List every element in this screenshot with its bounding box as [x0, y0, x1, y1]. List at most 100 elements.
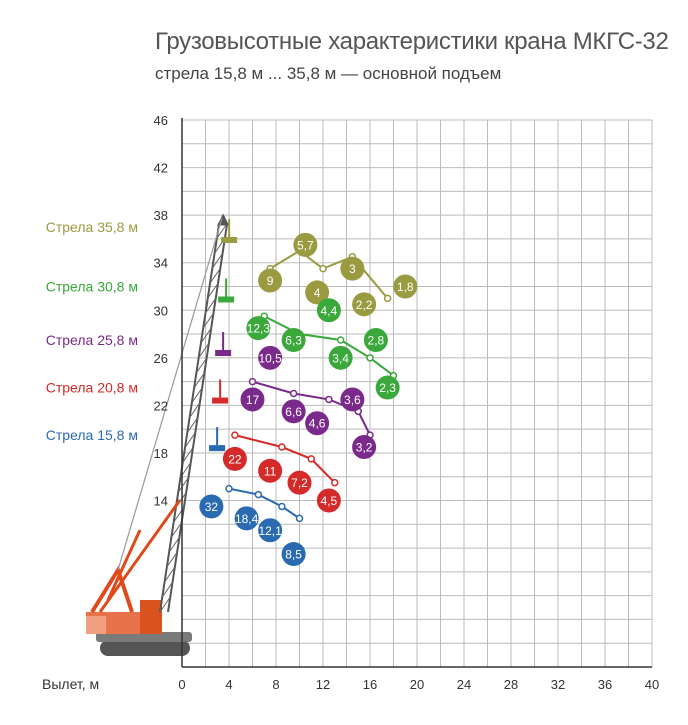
boom-lattice-strut	[198, 342, 210, 359]
crane-hooks	[209, 219, 238, 452]
hook-block	[212, 397, 229, 404]
series-point	[331, 478, 339, 487]
series-name-label: Стрела 35,8 м	[46, 219, 138, 235]
series-point	[278, 502, 286, 511]
series-point	[248, 377, 257, 386]
capacity-bubble	[363, 327, 388, 352]
y-tick-label: 34	[154, 256, 168, 271]
boom-lattice-strut	[177, 477, 189, 493]
crane-illustration	[86, 213, 230, 656]
series-name-label: Стрела 15,8 м	[46, 427, 138, 443]
capacity-bubble	[234, 506, 259, 531]
x-tick-label: 4	[225, 677, 232, 692]
capacity-bubble	[293, 232, 318, 257]
capacity-label: 2,8	[368, 333, 385, 347]
capacity-bubble	[305, 411, 330, 436]
series-point	[336, 336, 345, 344]
x-tick-label: 36	[598, 677, 612, 692]
capacity-label: 3,6	[344, 393, 361, 407]
boom-lattice-strut	[191, 387, 203, 404]
x-tick-label: 20	[410, 677, 424, 692]
capacity-label: 11	[264, 464, 277, 478]
capacity-bubble	[258, 345, 283, 370]
capacity-label: 6,3	[285, 333, 302, 347]
capacity-bubble	[281, 542, 306, 567]
capacity-label: 1,8	[397, 280, 414, 294]
capacity-bubble	[340, 387, 365, 412]
hook-block	[215, 349, 232, 356]
series-point	[231, 431, 239, 439]
series-name-label: Стрела 30,8 м	[46, 278, 138, 294]
hook-block	[209, 445, 226, 452]
series-point	[295, 514, 304, 523]
capacity-label: 4	[314, 286, 321, 300]
chart-title: Грузовысотные характеристики крана МКГС-…	[155, 28, 669, 55]
boom-lattice-strut	[207, 282, 219, 299]
crane-boom	[159, 213, 230, 613]
y-tick-label: 18	[154, 446, 168, 461]
x-axis-label: Вылет, м	[42, 676, 99, 692]
y-tick-label: 42	[154, 161, 168, 176]
boom-lattice-strut	[209, 268, 221, 284]
capacity-label: 3,4	[332, 351, 349, 365]
capacity-bubble	[393, 274, 418, 299]
chart-axes: 0 4 8 12 16 20 24 28 32 36 40141822263034384246Выл…	[42, 113, 659, 692]
series-labels: Стрела 35,8 м Стрела 30,8 м Стрела 25,8 м С…	[46, 219, 138, 443]
capacity-bubble	[199, 494, 224, 519]
boom-lattice-strut	[159, 596, 171, 613]
crane-track-frame	[96, 632, 192, 642]
series-point	[325, 395, 333, 404]
capacity-bubble	[281, 327, 306, 352]
chart-series: 9 5,7 4 3 2,2 1,8 12,3 6,3 4,4 3,4 2,8 2,3 10,5 17 6,6…	[199, 232, 418, 567]
boom-lattice-strut	[216, 223, 228, 239]
crane-jib-support	[106, 529, 142, 601]
y-tick-label: 14	[154, 494, 168, 509]
capacity-label: 9	[267, 274, 274, 288]
capacity-label: 10,5	[258, 351, 282, 365]
capacity-label: 17	[246, 393, 260, 407]
x-tick-label: 8	[272, 677, 279, 692]
capacity-bubble	[258, 458, 283, 483]
series-line	[234, 434, 336, 484]
series-point	[225, 484, 233, 493]
x-tick-label: 32	[551, 677, 565, 692]
boom-lattice-strut	[211, 253, 223, 269]
y-tick-label: 46	[154, 113, 168, 128]
capacity-bubble	[352, 292, 377, 317]
boom-lattice-strut	[184, 432, 196, 448]
x-tick-label: 24	[457, 677, 471, 692]
capacity-bubble	[258, 518, 283, 543]
series-name-label: Стрела 20,8 м	[46, 380, 138, 396]
series-line	[228, 487, 301, 520]
crane-counterweight	[86, 616, 106, 634]
boom-lattice-strut	[170, 522, 183, 538]
x-tick-label: 12	[316, 677, 330, 692]
boom-lattice-strut	[164, 566, 176, 583]
capacity-label: 3	[349, 262, 356, 276]
boom-lattice-strut	[166, 551, 178, 568]
capacity-bubble	[375, 375, 400, 400]
crane-jib-support	[98, 499, 182, 613]
capacity-label: 8,5	[285, 548, 302, 562]
capacity-bubble	[222, 446, 247, 471]
capacity-label: 4,4	[321, 304, 338, 318]
series-point	[319, 264, 327, 273]
boom-lattice-strut	[186, 417, 198, 433]
y-tick-label: 38	[154, 208, 168, 223]
capacity-label: 32	[205, 500, 219, 514]
series-point	[278, 443, 286, 451]
capacity-label: 4,5	[321, 494, 338, 508]
capacity-label: 3,2	[356, 441, 373, 455]
capacity-label: 2,3	[379, 381, 396, 395]
x-tick-label: 16	[363, 677, 377, 692]
capacity-label: 12,3	[247, 322, 271, 336]
boom-lattice-strut	[193, 372, 205, 389]
series-point	[383, 294, 392, 303]
y-tick-label: 26	[154, 351, 168, 366]
boom-lattice-strut	[195, 357, 208, 374]
series-point	[289, 389, 298, 398]
capacity-bubble	[316, 488, 341, 513]
capacity-bubble	[246, 316, 271, 341]
hook-block	[218, 296, 235, 303]
